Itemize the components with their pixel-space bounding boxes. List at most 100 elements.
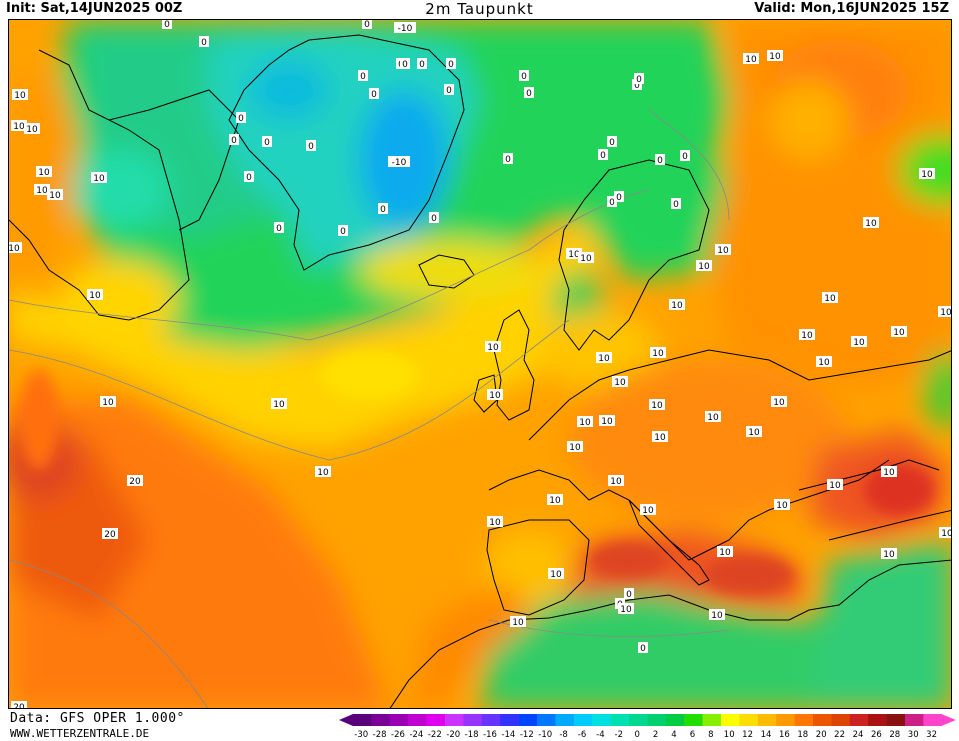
- svg-text:0: 0: [364, 20, 370, 30]
- svg-text:0: 0: [246, 173, 252, 183]
- contour-label: 0: [417, 58, 427, 70]
- svg-text:0: 0: [340, 227, 346, 237]
- svg-text:10: 10: [654, 433, 666, 443]
- contour-label: 0: [655, 154, 665, 166]
- scale-swatch: [573, 714, 593, 726]
- scale-swatch: [702, 714, 722, 726]
- contour-label: 0: [503, 153, 513, 165]
- scale-max-arrow: [941, 714, 955, 726]
- svg-text:10: 10: [801, 331, 813, 341]
- contour-label: 20: [11, 701, 27, 709]
- svg-text:10: 10: [893, 328, 905, 338]
- contour-label: 10: [919, 168, 935, 180]
- scale-tick-label: -16: [483, 730, 497, 740]
- scale-swatch: [721, 714, 740, 726]
- contour-label: 10: [271, 398, 287, 410]
- scale-swatch: [757, 714, 777, 726]
- dewpoint-field-detail: [19, 350, 934, 595]
- contour-label: 10: [669, 299, 685, 311]
- svg-text:10: 10: [853, 338, 865, 348]
- contour-label: 10: [487, 389, 503, 401]
- contour-label: 0: [236, 112, 246, 124]
- scale-swatch: [776, 714, 795, 726]
- contour-label: 10: [596, 352, 612, 364]
- svg-text:0: 0: [626, 590, 632, 600]
- contour-label: 10: [100, 396, 116, 408]
- svg-text:0: 0: [431, 214, 437, 224]
- scale-tick-label: -18: [465, 730, 479, 740]
- scale-tick-label: 20: [816, 730, 827, 740]
- data-source-label: Data: GFS OPER 1.000°: [10, 711, 185, 726]
- contour-label: 10: [746, 426, 762, 438]
- contour-label: 10: [24, 123, 40, 135]
- contour-label: 0: [162, 20, 172, 30]
- svg-text:10: 10: [698, 262, 710, 272]
- contour-label: 10: [315, 466, 331, 478]
- scale-swatch: [905, 714, 924, 726]
- contour-label: 10: [822, 292, 838, 304]
- svg-text:10: 10: [748, 428, 760, 438]
- contour-label: 0: [306, 140, 316, 152]
- svg-text:10: 10: [818, 358, 830, 368]
- svg-text:0: 0: [673, 200, 679, 210]
- svg-text:0: 0: [448, 60, 454, 70]
- contour-label: 0: [519, 70, 529, 82]
- contour-label: 10: [567, 441, 583, 453]
- contour-label: 0: [229, 134, 239, 146]
- svg-text:0: 0: [419, 60, 425, 70]
- contour-label: 10: [548, 568, 564, 580]
- svg-text:10: 10: [719, 548, 731, 558]
- contour-label: 10: [36, 166, 52, 178]
- contour-label: 0: [607, 136, 617, 148]
- contour-labels-layer: 0000-10000000000000000-10000000000000000…: [9, 20, 952, 709]
- contour-label: 0: [262, 136, 272, 148]
- contour-label: 10: [608, 475, 624, 487]
- svg-text:10: 10: [13, 122, 25, 132]
- svg-text:0: 0: [600, 151, 606, 161]
- contour-label: 10: [881, 548, 897, 560]
- svg-text:10: 10: [773, 398, 785, 408]
- svg-text:10: 10: [776, 501, 788, 511]
- svg-text:20: 20: [13, 703, 25, 709]
- svg-text:0: 0: [505, 155, 511, 165]
- contour-label: 0: [446, 58, 456, 70]
- scale-tick-label: 24: [853, 730, 864, 740]
- svg-text:10: 10: [550, 570, 562, 580]
- scale-tick-label: -20: [446, 730, 460, 740]
- svg-text:10: 10: [601, 417, 613, 427]
- svg-text:10: 10: [652, 349, 664, 359]
- contour-label: 0: [444, 84, 454, 96]
- contour-label: 0: [624, 588, 634, 600]
- svg-text:0: 0: [640, 644, 646, 654]
- contour-label: 10: [487, 516, 503, 528]
- contour-label: 10: [715, 244, 731, 256]
- svg-text:10: 10: [620, 605, 632, 615]
- scale-tick-label: 30: [908, 730, 919, 740]
- svg-text:10: 10: [941, 529, 952, 539]
- svg-text:10: 10: [489, 391, 501, 401]
- contour-label: 0: [638, 642, 648, 654]
- svg-text:10: 10: [711, 611, 723, 621]
- scale-swatch: [353, 714, 372, 726]
- contour-label: 10: [510, 616, 526, 628]
- contour-label: 10: [743, 53, 759, 65]
- scale-swatch: [481, 714, 501, 726]
- scale-tick-label: -30: [354, 730, 368, 740]
- contour-label: 0: [358, 70, 368, 82]
- svg-text:10: 10: [14, 91, 26, 101]
- svg-text:0: 0: [264, 138, 270, 148]
- contour-label: 0: [632, 79, 642, 91]
- contour-label: 10: [640, 504, 656, 516]
- svg-text:0: 0: [609, 138, 615, 148]
- svg-text:10: 10: [489, 518, 501, 528]
- contour-label: 10: [938, 306, 951, 318]
- svg-text:10: 10: [36, 186, 48, 196]
- contour-label: 10: [851, 336, 867, 348]
- scale-swatch: [629, 714, 648, 726]
- scale-swatch: [610, 714, 630, 726]
- contour-label: 20: [127, 475, 143, 487]
- contour-label: 10: [696, 260, 712, 272]
- svg-text:-10: -10: [398, 24, 413, 34]
- scale-tick-label: 32: [926, 730, 937, 740]
- contour-label: 10: [650, 347, 666, 359]
